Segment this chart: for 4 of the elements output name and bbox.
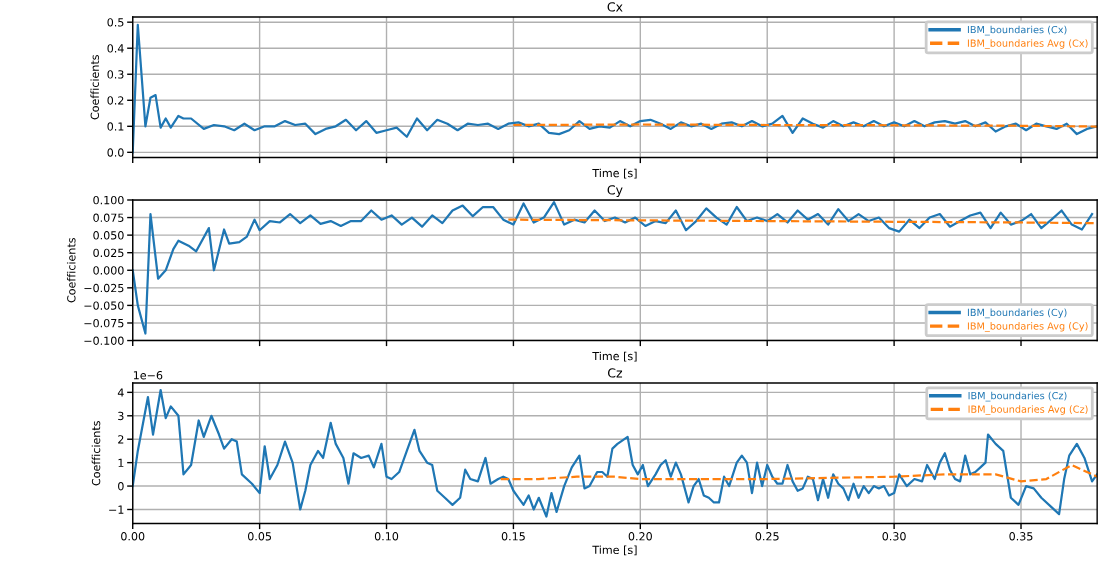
line-series bbox=[132, 23, 1098, 154]
line-series bbox=[132, 388, 1098, 518]
line-series bbox=[132, 200, 1094, 335]
line-series bbox=[499, 463, 1098, 483]
